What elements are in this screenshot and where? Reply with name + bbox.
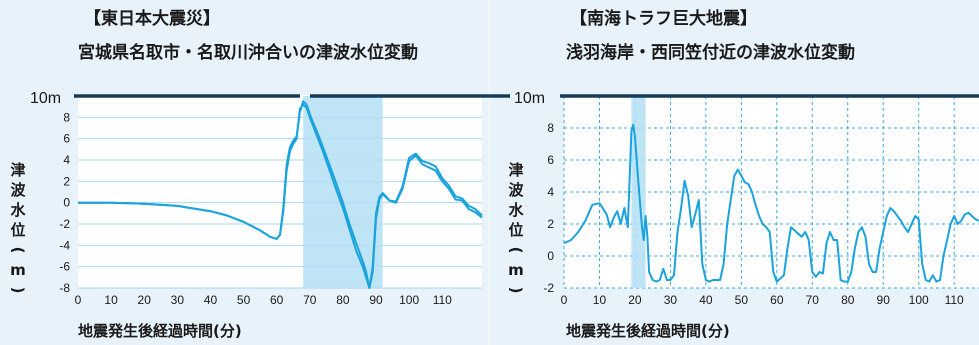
left-x-tick-0: 0 [75, 293, 82, 307]
right-x-tick-8: 80 [841, 293, 855, 307]
right-title-line2: 浅羽海岸・西同笠付近の津波水位変動 [566, 42, 855, 63]
left-10m-label: 10m [30, 90, 61, 107]
right-y-axis-label: 津波水位 ( m) [507, 161, 525, 293]
right-x-tick-10: 100 [909, 293, 929, 307]
left-x-axis-label: 地震発生後経過時間(分) [78, 322, 242, 340]
left-ylabel-char-5: m [10, 261, 26, 279]
right-ylabel-char-6: ) [507, 287, 525, 294]
right-y-tick-3: 2 [547, 217, 554, 231]
left-gridlines [78, 116, 482, 289]
left-x-tick-4: 40 [204, 293, 218, 307]
right-y-tick-1: 6 [547, 153, 554, 167]
left-x-tick-1: 10 [104, 293, 118, 307]
right-y-tick-labels: 8 6 4 2 0 -2 [543, 121, 554, 295]
left-x-tick-labels: 0 10 20 30 40 50 60 70 80 90 100 110 [75, 293, 452, 307]
right-x-tick-7: 70 [806, 293, 820, 307]
right-ylabel-char-0: 津 [508, 161, 523, 179]
left-y-tick-8: -8 [59, 281, 70, 295]
left-y-tick-1: 6 [63, 132, 70, 146]
right-ylabel-char-3: 位 [508, 221, 523, 239]
right-x-tick-6: 60 [770, 293, 784, 307]
left-plot-area [78, 95, 482, 288]
left-x-tick-2: 20 [138, 293, 152, 307]
right-x-axis-label: 地震発生後経過時間(分) [566, 322, 730, 340]
right-ylabel-char-1: 波 [508, 181, 524, 199]
right-ylabel-char-4: ( [507, 247, 525, 254]
right-x-tick-0: 0 [561, 293, 568, 307]
left-title-line2: 宮城県名取市・名取川沖合いの津波水位変動 [78, 42, 418, 63]
right-title-line1: 【南海トラフ巨大地震】 [570, 8, 757, 29]
left-ylabel-char-4: ( [9, 247, 27, 254]
right-y-tick-2: 4 [547, 185, 554, 199]
right-y-tick-5: -2 [543, 281, 554, 295]
left-x-tick-8: 80 [336, 293, 350, 307]
right-x-tick-9: 90 [877, 293, 891, 307]
left-ylabel-char-0: 津 [10, 161, 25, 179]
right-y-tick-4: 0 [547, 249, 554, 263]
right-series-line-0 [563, 123, 979, 283]
left-ylabel-char-2: 水 [10, 201, 26, 219]
left-title-line1: 【東日本大震災】 [84, 8, 220, 29]
left-ylabel-char-1: 波 [10, 181, 26, 199]
left-x-tick-9: 90 [369, 293, 383, 307]
right-ylabel-char-2: 水 [508, 201, 524, 219]
right-x-tick-2: 20 [628, 293, 642, 307]
right-ylabel-char-5: m [508, 261, 524, 279]
left-ylabel-char-3: 位 [10, 221, 25, 239]
left-y-tick-0: 8 [63, 110, 70, 124]
left-x-tick-11: 110 [433, 293, 452, 307]
left-y-axis-label: 津波水位 ( m) [9, 161, 27, 293]
left-series-group [78, 100, 483, 289]
right-x-tick-4: 40 [699, 293, 713, 307]
left-y-tick-labels: 8 6 4 2 0 -2 -4 -6 -8 [59, 110, 70, 295]
right-x-tick-1: 10 [593, 293, 607, 307]
left-x-tick-3: 30 [171, 293, 185, 307]
right-x-tick-11: 110 [945, 293, 964, 307]
left-x-tick-7: 70 [303, 293, 317, 307]
right-y-tick-0: 8 [547, 121, 554, 135]
left-y-tick-5: -2 [59, 217, 70, 231]
left-x-tick-5: 50 [237, 293, 251, 307]
left-y-tick-6: -4 [59, 238, 70, 252]
left-y-tick-7: -6 [59, 260, 70, 274]
right-10m-label: 10m [514, 90, 545, 107]
left-series-line-1 [78, 103, 483, 289]
left-y-tick-4: 0 [63, 196, 70, 210]
right-x-tick-labels: 0 10 20 30 40 50 60 70 80 90 100 110 [561, 293, 964, 307]
right-x-tick-3: 30 [664, 293, 678, 307]
left-ylabel-char-6: ) [9, 287, 27, 294]
right-series-group [563, 123, 979, 283]
right-x-tick-5: 50 [735, 293, 749, 307]
left-y-tick-2: 4 [63, 153, 70, 167]
left-y-tick-3: 2 [63, 174, 70, 188]
left-x-tick-10: 100 [399, 293, 419, 307]
left-x-tick-6: 60 [270, 293, 284, 307]
